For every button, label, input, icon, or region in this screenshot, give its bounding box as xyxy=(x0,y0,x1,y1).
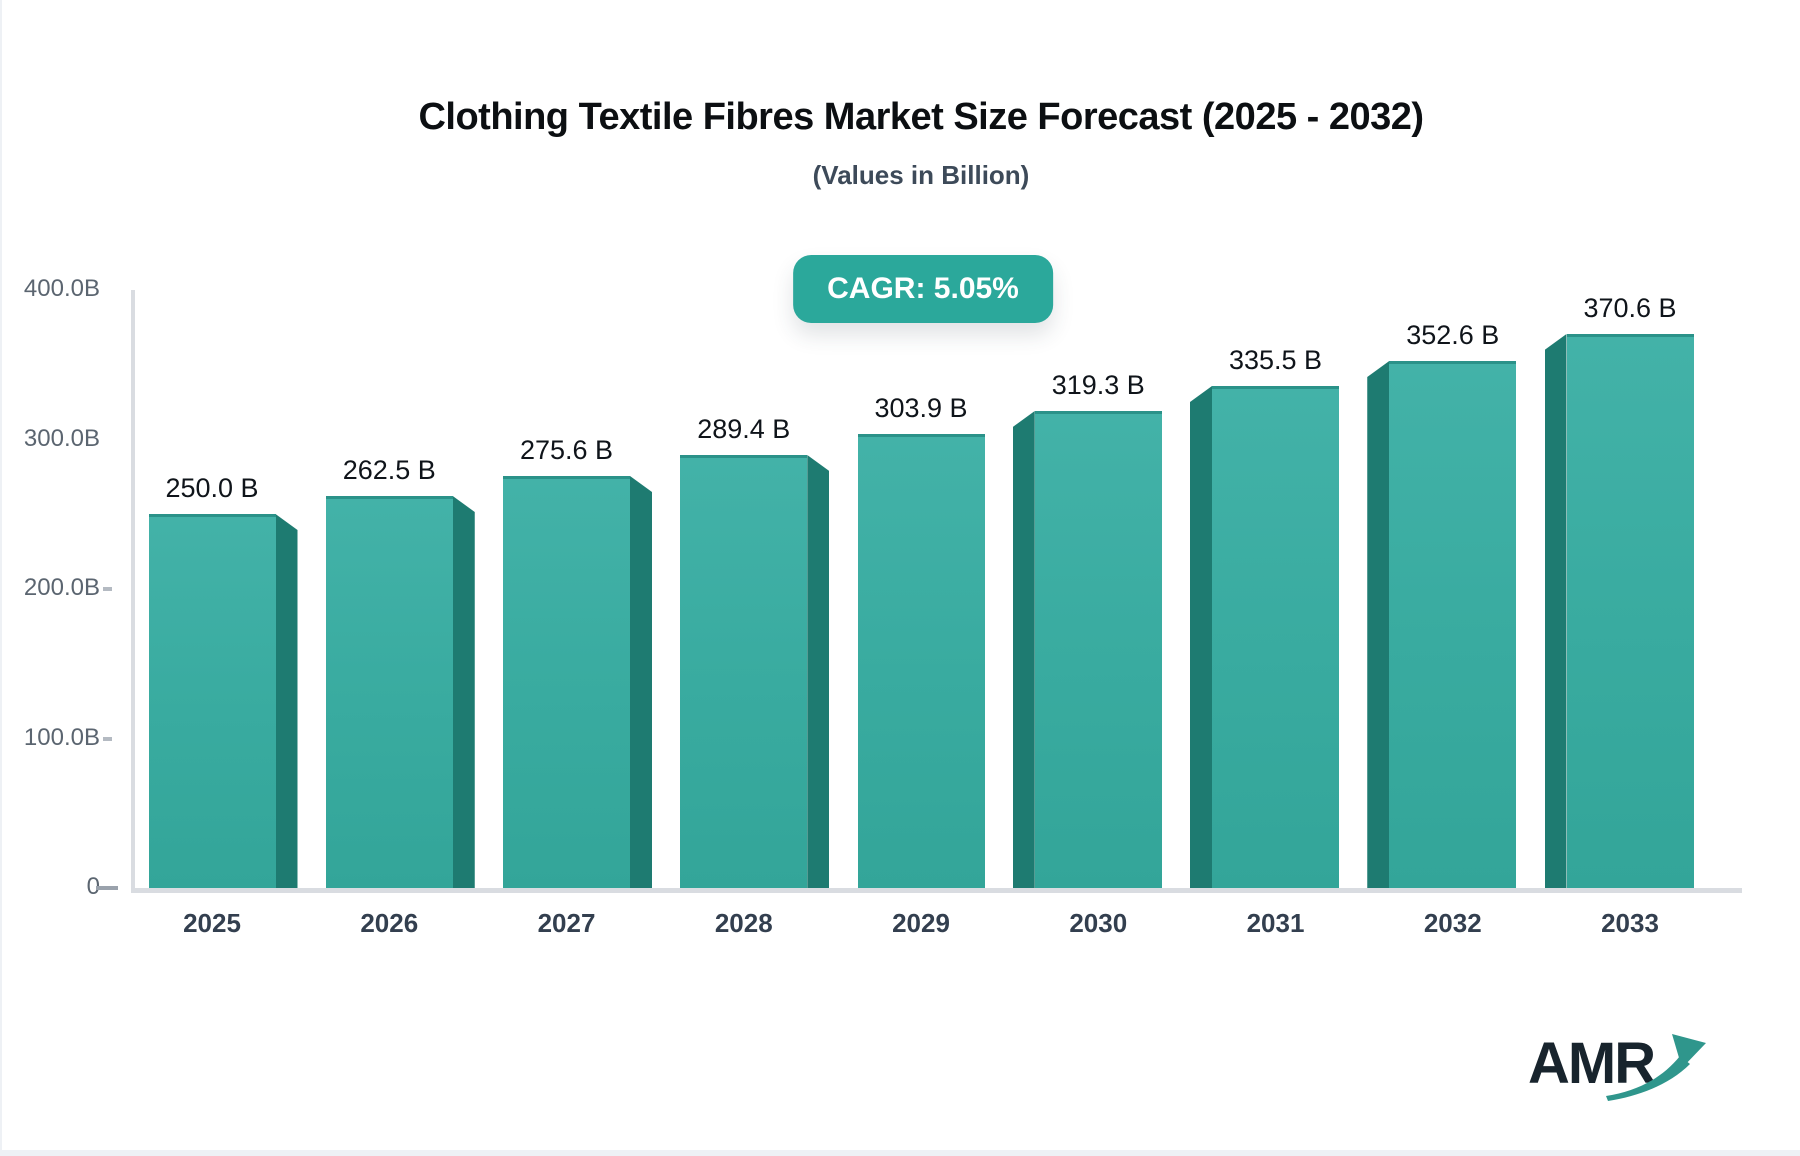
amr-logo-text: AMR xyxy=(1528,1031,1656,1096)
bar-value-label: 370.6 B xyxy=(1583,293,1677,323)
bar xyxy=(1544,334,1694,888)
bar-value-label: 250.0 B xyxy=(165,473,259,503)
bar-face xyxy=(1566,334,1694,888)
plot-area: 250.0 B 2025 262.5 B 2026 275.6 B 2027 289.4 B… xyxy=(131,290,1742,938)
bar-value-label: 335.5 B xyxy=(1228,345,1323,375)
bar-value-label: 289.4 B xyxy=(697,414,791,444)
bar-face xyxy=(1212,386,1339,888)
y-tick-mark xyxy=(103,736,112,741)
bar-side-3d xyxy=(1190,386,1212,888)
bar-side-3d xyxy=(630,476,652,888)
y-tick-label: 0 xyxy=(86,873,100,900)
bar xyxy=(503,476,652,888)
bar xyxy=(1012,411,1162,888)
x-tick-label: 2025 xyxy=(183,908,241,938)
amr-logo: AMR xyxy=(1528,1030,1708,1110)
growth-arrow-icon xyxy=(1606,1034,1706,1101)
cagr-badge: CAGR: 5.05% xyxy=(793,255,1053,323)
y-tick-label: 200.0B xyxy=(23,574,100,601)
y-tick-mark xyxy=(96,886,118,890)
bar-face xyxy=(680,455,808,888)
bar-side-3d xyxy=(807,455,830,888)
bar-value-label: 319.3 B xyxy=(1051,370,1145,400)
bar-value-label: 303.9 B xyxy=(874,393,968,423)
x-tick-label: 2029 xyxy=(892,908,950,938)
y-tick-label: 400.0B xyxy=(23,275,100,302)
x-tick-label: 2026 xyxy=(360,908,419,938)
x-tick-label: 2031 xyxy=(1246,908,1305,938)
bar xyxy=(1190,386,1339,888)
bar-face xyxy=(857,434,985,888)
bar-value-label: 275.6 B xyxy=(519,435,614,465)
bar-value-label: 262.5 B xyxy=(342,455,436,485)
bar xyxy=(857,434,985,888)
x-tick-label: 2030 xyxy=(1069,908,1128,938)
x-tick-label: 2033 xyxy=(1601,908,1659,938)
bar-face xyxy=(325,496,453,888)
bar-face xyxy=(1389,361,1517,888)
y-axis-line xyxy=(131,290,135,892)
x-tick-label: 2028 xyxy=(714,908,773,938)
bar-value-label: 352.6 B xyxy=(1406,320,1500,350)
bar-side-3d xyxy=(1012,411,1035,888)
y-tick-mark xyxy=(103,587,112,591)
bar-side-3d xyxy=(1544,334,1567,888)
bar xyxy=(148,514,298,888)
bar xyxy=(680,455,830,888)
bar-face xyxy=(148,514,276,888)
bar xyxy=(1367,361,1517,888)
y-tick-label: 300.0B xyxy=(23,424,100,452)
bar-face xyxy=(503,476,630,888)
bar-side-3d xyxy=(275,514,298,888)
bar-side-3d xyxy=(1367,361,1390,888)
bar-side-3d xyxy=(452,496,475,888)
chart-title: Clothing Textile Fibres Market Size Fore… xyxy=(418,96,1424,138)
x-axis-line xyxy=(131,888,1742,893)
y-tick-label: 100.0B xyxy=(23,723,100,751)
bar-face xyxy=(1034,411,1162,888)
bar xyxy=(325,496,475,888)
chart-subtitle: (Values in Billion) xyxy=(812,160,1030,190)
x-tick-label: 2032 xyxy=(1423,908,1482,938)
x-tick-label: 2027 xyxy=(537,908,596,938)
